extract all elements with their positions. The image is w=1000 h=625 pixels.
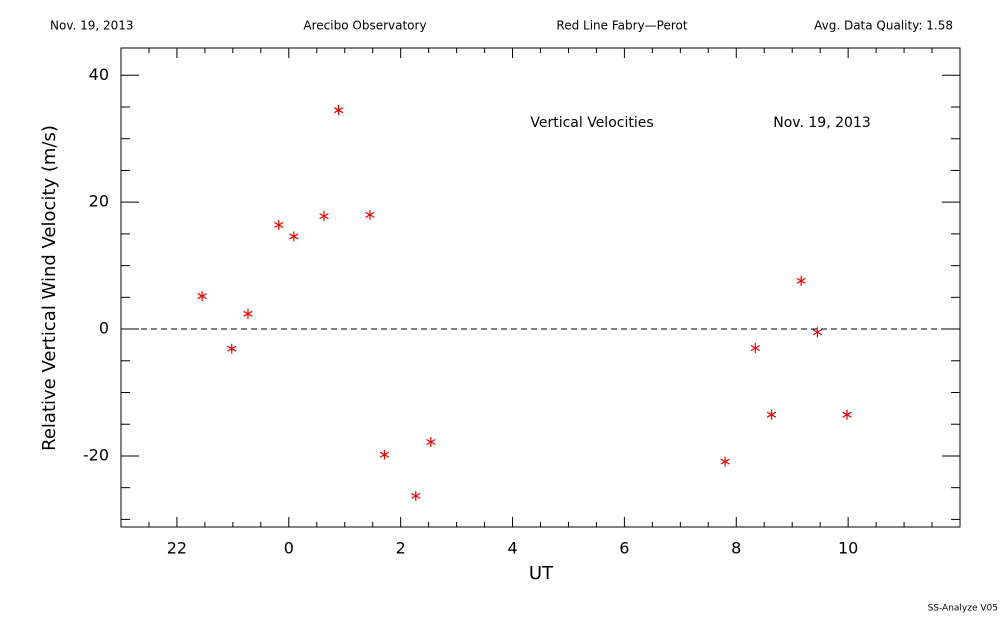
x-tick-label: 10 <box>838 539 858 558</box>
point-stroke <box>812 329 823 336</box>
point-stroke <box>197 293 207 300</box>
x-tick-label: 22 <box>167 539 187 558</box>
annotation: Vertical Velocities <box>530 115 653 131</box>
annotation: Nov. 19, 2013 <box>773 115 870 131</box>
point-stroke <box>227 345 237 352</box>
point-stroke <box>426 438 436 446</box>
footer: SS-Analyze V05 <box>928 604 998 614</box>
point-stroke <box>243 310 253 317</box>
point <box>243 308 253 319</box>
point <box>720 456 730 467</box>
point-stroke <box>274 221 284 229</box>
point <box>750 343 760 354</box>
point-stroke <box>319 213 329 220</box>
point-stroke <box>766 411 777 418</box>
header-site: Arecibo Observatory <box>303 19 426 33</box>
x-tick-label: 8 <box>731 539 741 558</box>
header-instrument: Red Line Fabry—Perot <box>556 19 687 33</box>
point <box>411 490 421 501</box>
point <box>365 209 375 220</box>
x-tick-label: 0 <box>284 539 294 558</box>
point <box>796 275 806 286</box>
point <box>766 409 777 420</box>
x-tick-label: 4 <box>507 539 517 558</box>
x-tick-label: 6 <box>619 539 629 558</box>
point-stroke <box>842 411 852 418</box>
point <box>197 291 207 302</box>
point-stroke <box>333 107 344 114</box>
point-stroke <box>720 458 730 465</box>
point-stroke <box>365 211 375 218</box>
header-date: Nov. 19, 2013 <box>50 19 134 33</box>
y-tick-label: 20 <box>89 192 109 211</box>
y-tick-label: -20 <box>83 445 109 464</box>
point-stroke <box>379 451 390 458</box>
point <box>227 343 237 354</box>
point <box>812 327 823 338</box>
point <box>274 220 284 231</box>
point-stroke <box>411 492 421 499</box>
x-tick-label: 2 <box>396 539 406 558</box>
point <box>379 449 390 460</box>
point <box>289 231 299 242</box>
point-stroke <box>796 277 806 284</box>
point <box>319 211 329 222</box>
point-stroke <box>750 345 760 352</box>
point <box>333 105 344 116</box>
x-axis-label: UT <box>529 563 554 584</box>
header-quality: Avg. Data Quality: 1.58 <box>814 19 953 33</box>
point <box>426 436 436 447</box>
point-stroke <box>289 233 299 240</box>
y-axis-label: Relative Vertical Wind Velocity (m/s) <box>39 125 60 451</box>
y-tick-label: 0 <box>99 319 109 338</box>
y-tick-label: 40 <box>89 65 109 84</box>
point <box>842 409 852 420</box>
